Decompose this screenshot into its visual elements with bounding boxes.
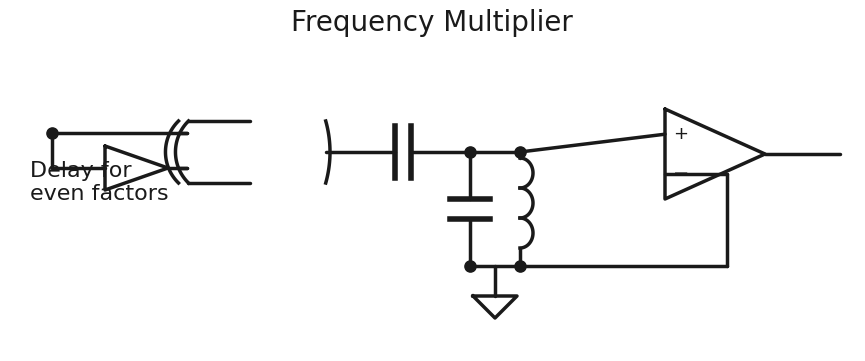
- Text: −: −: [673, 164, 689, 183]
- Point: [463, 263, 477, 269]
- Point: [513, 149, 527, 155]
- Point: [45, 130, 59, 136]
- Text: Frequency Multiplier: Frequency Multiplier: [291, 9, 573, 37]
- Point: [513, 263, 527, 269]
- Text: Delay for
even factors: Delay for even factors: [30, 161, 169, 204]
- Point: [463, 149, 477, 155]
- Text: +: +: [673, 125, 688, 143]
